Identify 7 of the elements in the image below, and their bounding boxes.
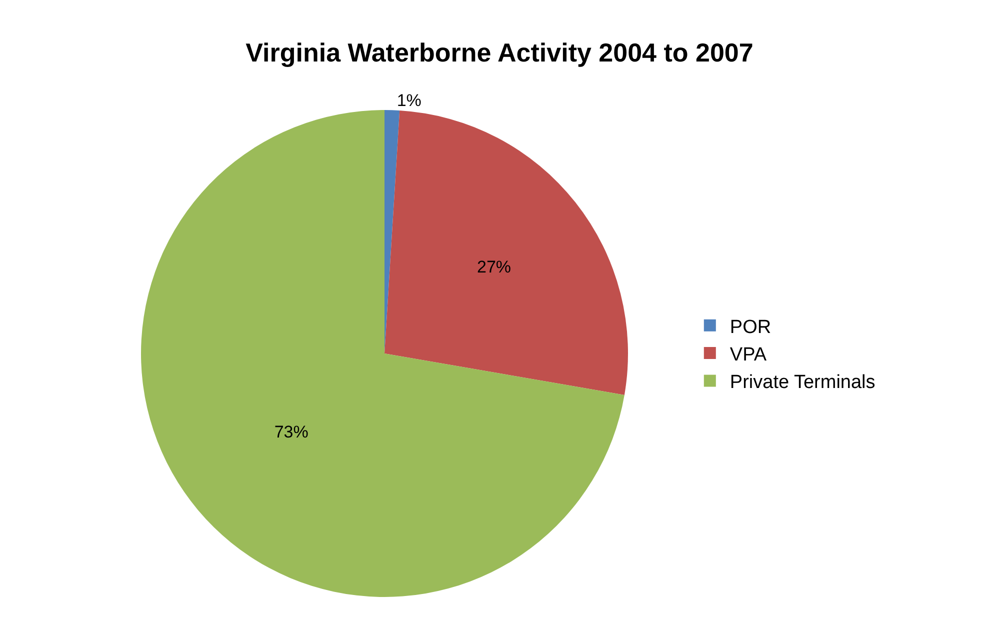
data-label: 27%	[476, 257, 512, 276]
legend-label: POR	[730, 316, 772, 338]
legend-label: Private Terminals	[730, 372, 876, 394]
data-label: 73%	[274, 422, 308, 442]
data-label: 1%	[396, 91, 422, 110]
chart-title: Virginia Waterborne Activity 2004 to 2007	[246, 37, 754, 68]
legend-label: VPA	[730, 344, 767, 366]
